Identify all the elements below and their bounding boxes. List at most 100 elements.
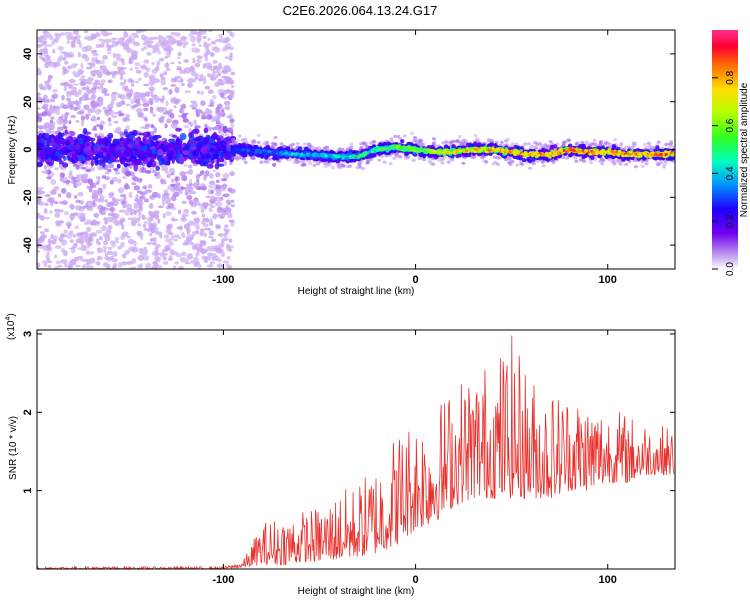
noise-dot bbox=[145, 91, 151, 97]
noise-dot bbox=[163, 192, 170, 196]
noise-dot bbox=[72, 177, 77, 184]
noise-core-dot bbox=[163, 155, 168, 161]
noise-dot bbox=[45, 61, 50, 65]
noise-dot bbox=[213, 247, 219, 251]
noise-dot bbox=[148, 86, 156, 91]
noise-core-dot bbox=[64, 129, 68, 135]
noise-dot bbox=[193, 256, 199, 263]
noise-dot bbox=[170, 77, 177, 83]
noise-dot bbox=[94, 133, 98, 138]
noise-dot bbox=[189, 178, 193, 184]
halo-dot bbox=[632, 143, 637, 147]
noise-dot bbox=[43, 208, 48, 214]
noise-dot bbox=[162, 95, 165, 101]
noise-dot bbox=[51, 40, 55, 46]
noise-dot bbox=[168, 241, 174, 246]
noise-dot bbox=[191, 47, 199, 53]
noise-dot bbox=[123, 79, 127, 84]
halo-dot bbox=[412, 139, 417, 143]
noise-dot bbox=[119, 82, 126, 86]
noise-dot bbox=[117, 178, 122, 184]
noise-dot bbox=[212, 70, 217, 74]
halo-dot bbox=[390, 139, 395, 143]
noise-core-dot bbox=[55, 152, 63, 157]
noise-dot bbox=[93, 86, 100, 89]
noise-dot bbox=[196, 222, 200, 229]
noise-core-dot bbox=[220, 152, 225, 157]
noise-dot bbox=[167, 202, 175, 209]
noise-dot bbox=[130, 99, 134, 105]
halo-dot bbox=[486, 137, 491, 141]
noise-dot bbox=[199, 109, 203, 114]
noise-dot bbox=[126, 235, 131, 239]
noise-dot bbox=[146, 51, 152, 56]
noise-dot bbox=[94, 81, 99, 87]
noise-dot bbox=[217, 233, 224, 237]
noise-dot bbox=[112, 251, 118, 257]
noise-dot bbox=[96, 123, 101, 128]
halo-dot bbox=[644, 162, 649, 166]
noise-dot bbox=[164, 110, 170, 115]
noise-dot bbox=[143, 83, 150, 87]
halo-dot bbox=[233, 141, 237, 145]
noise-dot bbox=[196, 55, 203, 59]
noise-dot bbox=[64, 112, 70, 116]
noise-dot bbox=[153, 210, 160, 215]
halo-dot bbox=[461, 161, 466, 165]
noise-dot bbox=[209, 263, 214, 268]
noise-dot bbox=[228, 94, 235, 99]
halo-dot bbox=[515, 163, 520, 167]
noise-dot bbox=[228, 79, 234, 85]
noise-dot bbox=[228, 113, 233, 120]
noise-dot bbox=[72, 163, 78, 167]
noise-dot bbox=[148, 203, 154, 209]
noise-dot bbox=[47, 124, 55, 131]
noise-dot bbox=[125, 103, 131, 107]
noise-dot bbox=[190, 100, 197, 104]
noise-dot bbox=[74, 225, 80, 230]
halo-dot bbox=[396, 134, 401, 138]
noise-dot bbox=[167, 257, 173, 261]
halo-dot bbox=[338, 165, 343, 170]
noise-dot bbox=[139, 195, 146, 200]
noise-dot bbox=[37, 125, 42, 129]
noise-dot bbox=[81, 86, 88, 91]
halo-dot bbox=[533, 146, 538, 150]
noise-dot bbox=[222, 173, 230, 179]
noise-core-dot bbox=[209, 147, 214, 153]
noise-dot bbox=[101, 59, 105, 65]
noise-dot bbox=[110, 93, 116, 97]
noise-dot bbox=[199, 228, 205, 232]
noise-dot bbox=[215, 225, 222, 230]
halo-dot bbox=[295, 141, 300, 146]
noise-dot bbox=[86, 66, 93, 70]
halo-dot bbox=[301, 160, 306, 164]
noise-dot bbox=[131, 182, 137, 186]
noise-dot bbox=[210, 116, 217, 123]
noise-dot bbox=[134, 95, 138, 99]
noise-dot bbox=[114, 168, 119, 172]
noise-dot bbox=[196, 179, 200, 183]
noise-dot bbox=[114, 237, 120, 241]
noise-dot bbox=[60, 234, 68, 238]
noise-dot bbox=[58, 236, 64, 242]
noise-dot bbox=[140, 47, 145, 52]
band-outer-dot bbox=[297, 146, 303, 151]
noise-core-dot bbox=[216, 137, 221, 144]
halo-dot bbox=[510, 142, 515, 146]
noise-core-dot bbox=[44, 139, 48, 146]
noise-dot bbox=[204, 62, 212, 69]
noise-dot bbox=[129, 67, 133, 72]
noise-core-dot bbox=[163, 139, 168, 147]
noise-core-dot bbox=[124, 153, 132, 157]
noise-dot bbox=[201, 213, 205, 218]
noise-dot bbox=[161, 165, 169, 172]
noise-dot bbox=[122, 176, 127, 179]
noise-dot bbox=[94, 190, 102, 196]
noise-dot bbox=[217, 213, 223, 217]
noise-dot bbox=[75, 199, 81, 203]
noise-dot bbox=[205, 219, 210, 223]
noise-core-dot bbox=[116, 163, 121, 169]
noise-core-dot bbox=[120, 146, 125, 154]
noise-core-dot bbox=[222, 125, 228, 134]
